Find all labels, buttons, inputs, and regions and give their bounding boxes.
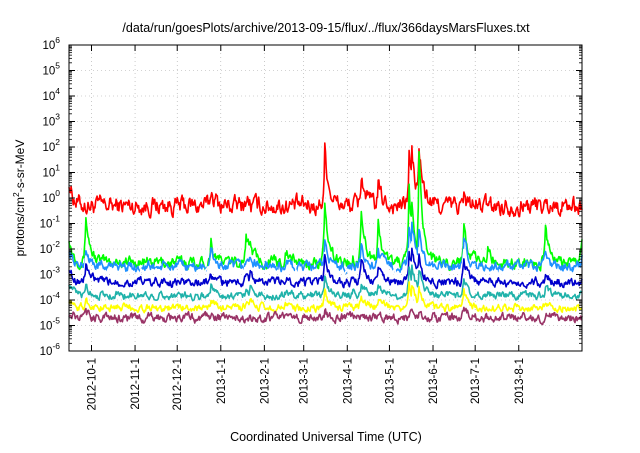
x-tick-label: 2012-10-1 <box>86 358 98 410</box>
x-tick-label: 2013-4-1 <box>342 358 354 404</box>
y-tick-label-base: 10 <box>42 66 55 78</box>
y-axis-label-sup: 2 <box>11 192 21 197</box>
series-line <box>68 221 583 275</box>
series-line <box>68 264 583 302</box>
x-tick-label: 2013-7-1 <box>470 358 482 404</box>
x-tick-label: 2013-2-1 <box>259 358 271 404</box>
x-tick-label: 2012-11-1 <box>130 358 142 410</box>
y-tick-label-base: 10 <box>40 270 53 282</box>
x-tick-label: 2013-6-1 <box>428 358 440 404</box>
chart-title: /data/run/goesPlots/archive/2013-09-15/f… <box>122 21 530 35</box>
y-tick-label-exp: 6 <box>55 35 60 45</box>
y-tick-label-base: 10 <box>40 219 53 231</box>
series-line <box>68 142 583 219</box>
y-tick-label-exp: 3 <box>55 112 60 122</box>
svg-text:protons/cm2-s-sr-MeV: protons/cm2-s-sr-MeV <box>11 140 27 257</box>
x-tick-label: 2012-12-1 <box>172 358 184 410</box>
y-tick-label: 10-6 <box>40 341 61 358</box>
y-tick-label: 105 <box>42 61 60 78</box>
x-tick-label: 2013-1-1 <box>216 358 228 404</box>
y-tick-label-base: 10 <box>40 321 53 333</box>
y-tick-label-base: 10 <box>42 117 55 129</box>
y-tick-label: 102 <box>42 137 60 154</box>
y-tick-label-base: 10 <box>42 142 55 154</box>
y-tick-label-exp: -2 <box>52 239 60 249</box>
y-tick-label: 10-2 <box>40 239 61 256</box>
series-line <box>68 247 583 290</box>
y-tick-label-exp: -5 <box>52 316 60 326</box>
y-tick-label-base: 10 <box>40 295 53 307</box>
y-tick-label: 100 <box>42 188 60 205</box>
y-tick-label: 10-5 <box>40 316 61 333</box>
x-tick-label: 2013-5-1 <box>384 358 396 404</box>
y-tick-label: 10-4 <box>40 290 61 307</box>
y-tick-label-exp: 2 <box>55 137 60 147</box>
x-axis-label: Coordinated Universal Time (UTC) <box>230 430 422 444</box>
y-tick-label-base: 10 <box>42 193 55 205</box>
x-tick-label: 2013-3-1 <box>299 358 311 404</box>
y-tick-label-base: 10 <box>42 168 55 180</box>
y-axis-label-rest: -s-sr-MeV <box>13 140 27 193</box>
y-axis-label-base: protons/cm <box>13 197 27 256</box>
y-tick-label: 104 <box>42 86 60 103</box>
y-tick-label: 10-3 <box>40 265 61 282</box>
y-tick-label-exp: 4 <box>55 86 60 96</box>
y-tick-label-exp: 0 <box>55 188 60 198</box>
y-axis-label: protons/cm2-s-sr-MeV <box>11 140 27 257</box>
series-line <box>68 281 583 314</box>
y-tick-label-exp: 5 <box>55 61 60 71</box>
y-tick-label-base: 10 <box>40 244 53 256</box>
y-tick-label-exp: -6 <box>52 341 60 351</box>
y-tick-label: 103 <box>42 112 60 129</box>
series-group <box>68 142 583 326</box>
y-tick-label-base: 10 <box>42 40 55 52</box>
y-tick-label-exp: -1 <box>52 214 60 224</box>
y-tick-label-exp: -3 <box>52 265 60 275</box>
y-tick-label: 106 <box>42 35 60 52</box>
y-tick-label-base: 10 <box>40 346 53 358</box>
y-tick-label-base: 10 <box>42 91 55 103</box>
y-tick-label-exp: -4 <box>52 290 60 300</box>
y-tick-label: 101 <box>42 163 60 180</box>
series-line <box>68 306 583 326</box>
series-line <box>68 150 583 272</box>
y-tick-label-exp: 1 <box>55 163 60 173</box>
y-tick-label: 10-1 <box>40 214 61 231</box>
x-tick-label: 2013-8-1 <box>514 358 526 404</box>
ticks: 10-610-510-410-310-210-11001011021031041… <box>40 35 582 410</box>
